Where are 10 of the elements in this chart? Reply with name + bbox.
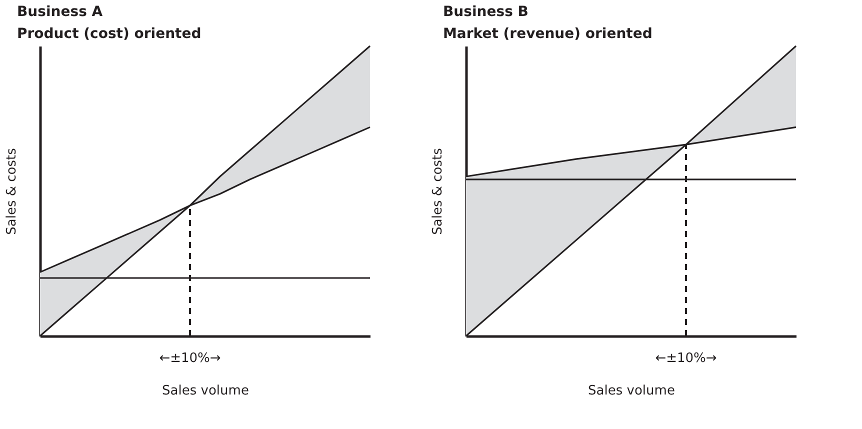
text: ←±10%→: [159, 351, 221, 366]
chart-subtitle: Product (cost) oriented: [17, 26, 202, 42]
x-axis-title: Sales volume: [162, 384, 249, 398]
text: ←±10%→: [655, 351, 717, 366]
chart-subtitle: Market (revenue) oriented: [443, 26, 652, 42]
y-axis-title: Sales & costs: [430, 148, 446, 235]
chart-title: Business A: [17, 4, 103, 20]
x-axis-title: Sales volume: [588, 384, 675, 398]
y-axis-title: Sales & costs: [4, 148, 20, 235]
chart-title: Business B: [443, 4, 528, 20]
